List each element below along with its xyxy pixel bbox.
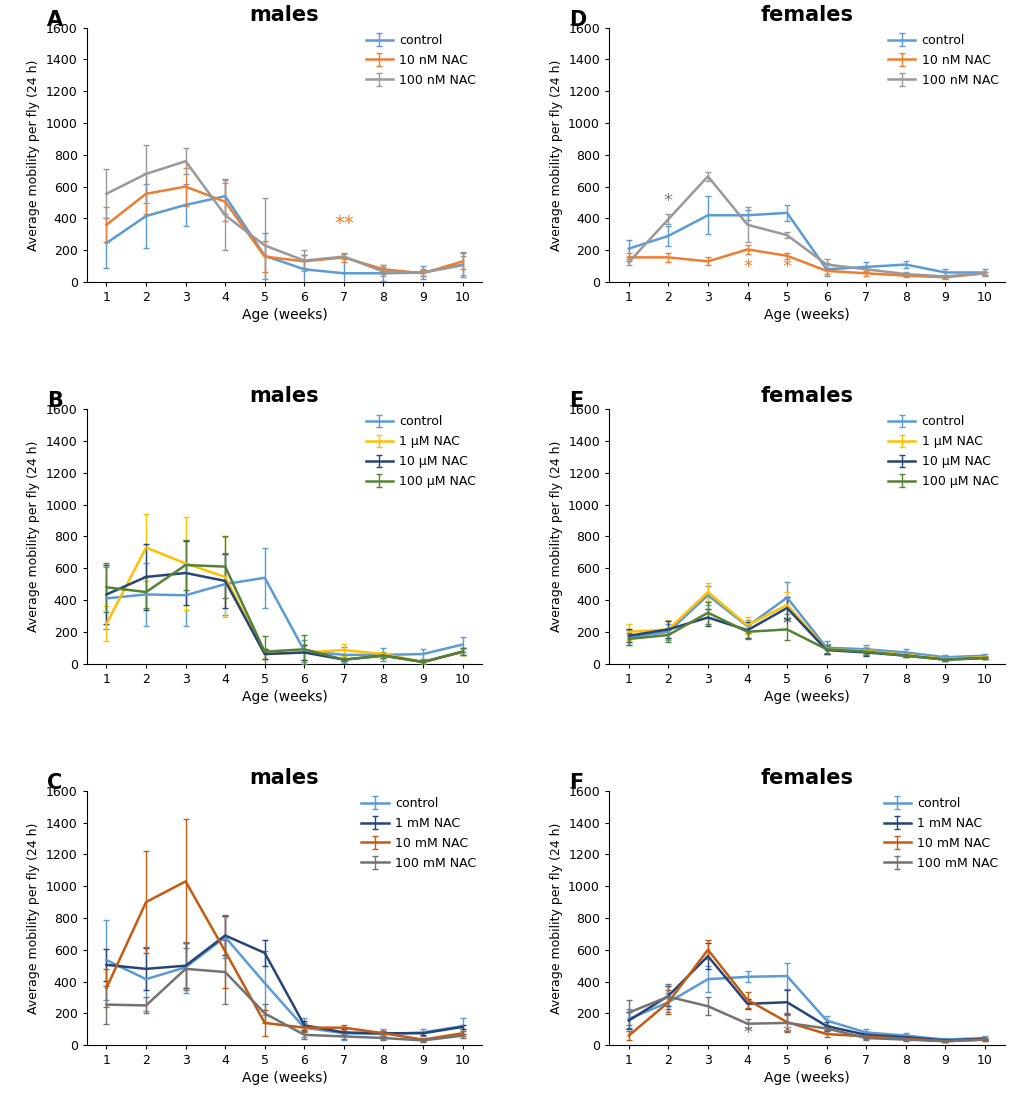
Text: *: * — [782, 259, 791, 276]
Title: females: females — [759, 768, 853, 787]
Text: B: B — [47, 392, 63, 411]
Y-axis label: Average mobility per fly (24 h): Average mobility per fly (24 h) — [28, 822, 40, 1014]
Title: females: females — [759, 4, 853, 24]
X-axis label: Age (weeks): Age (weeks) — [763, 1072, 849, 1085]
Y-axis label: Average mobility per fly (24 h): Average mobility per fly (24 h) — [549, 59, 562, 251]
Legend: control, 10 nM NAC, 100 nM NAC: control, 10 nM NAC, 100 nM NAC — [360, 29, 481, 92]
Text: *: * — [782, 1024, 791, 1042]
Title: females: females — [759, 386, 853, 406]
Text: *: * — [782, 615, 791, 633]
X-axis label: Age (weeks): Age (weeks) — [242, 1072, 327, 1085]
Text: A: A — [47, 10, 63, 30]
Title: males: males — [250, 386, 319, 406]
Text: **: ** — [333, 213, 354, 232]
X-axis label: Age (weeks): Age (weeks) — [763, 690, 849, 703]
X-axis label: Age (weeks): Age (weeks) — [242, 690, 327, 703]
Title: males: males — [250, 768, 319, 787]
Y-axis label: Average mobility per fly (24 h): Average mobility per fly (24 h) — [28, 440, 40, 633]
Text: E: E — [569, 392, 583, 411]
Legend: control, 10 nM NAC, 100 nM NAC: control, 10 nM NAC, 100 nM NAC — [882, 29, 1003, 92]
Legend: control, 1 mM NAC, 10 mM NAC, 100 mM NAC: control, 1 mM NAC, 10 mM NAC, 100 mM NAC — [356, 792, 481, 875]
Text: *: * — [742, 1024, 751, 1042]
Text: F: F — [569, 773, 583, 793]
Legend: control, 1 mM NAC, 10 mM NAC, 100 mM NAC: control, 1 mM NAC, 10 mM NAC, 100 mM NAC — [877, 792, 1003, 875]
Text: *: * — [663, 192, 673, 210]
Y-axis label: Average mobility per fly (24 h): Average mobility per fly (24 h) — [549, 822, 562, 1014]
Text: D: D — [569, 10, 586, 30]
Text: *: * — [742, 259, 751, 276]
Title: males: males — [250, 4, 319, 24]
X-axis label: Age (weeks): Age (weeks) — [763, 309, 849, 322]
X-axis label: Age (weeks): Age (weeks) — [242, 309, 327, 322]
Y-axis label: Average mobility per fly (24 h): Average mobility per fly (24 h) — [549, 440, 562, 633]
Legend: control, 1 μM NAC, 10 μM NAC, 100 μM NAC: control, 1 μM NAC, 10 μM NAC, 100 μM NAC — [360, 410, 481, 493]
Legend: control, 1 μM NAC, 10 μM NAC, 100 μM NAC: control, 1 μM NAC, 10 μM NAC, 100 μM NAC — [882, 410, 1003, 493]
Y-axis label: Average mobility per fly (24 h): Average mobility per fly (24 h) — [28, 59, 40, 251]
Text: *: * — [821, 640, 830, 659]
Text: C: C — [47, 773, 62, 793]
